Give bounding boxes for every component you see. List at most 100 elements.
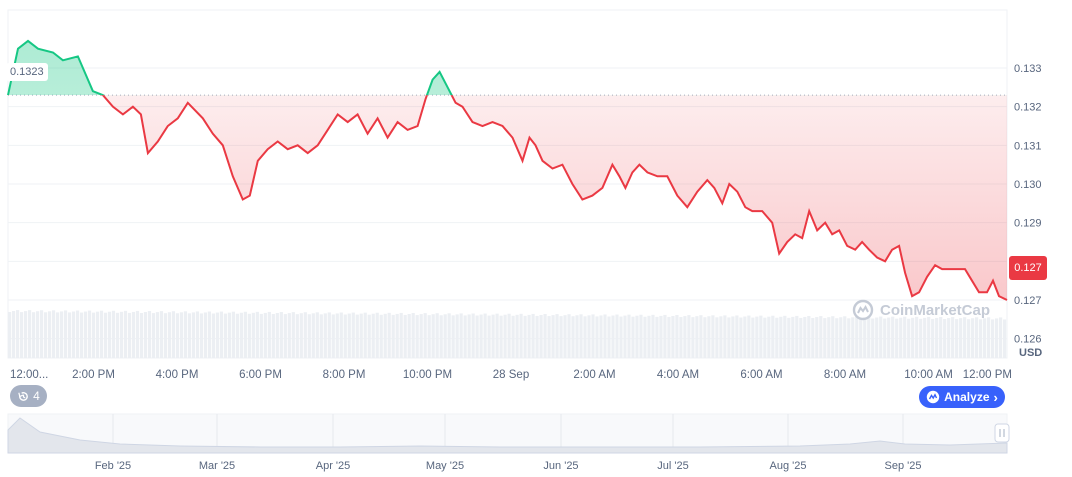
volume-bar bbox=[155, 312, 160, 358]
volume-bar bbox=[419, 314, 423, 358]
volume-bar bbox=[463, 315, 467, 358]
volume-bar bbox=[299, 313, 303, 358]
volume-bar bbox=[199, 313, 204, 358]
volume-bar bbox=[47, 311, 52, 358]
volume-bar bbox=[759, 315, 763, 358]
volume-bar bbox=[763, 317, 767, 358]
volume-bar bbox=[667, 316, 671, 358]
x-tick-label: 10:00 PM bbox=[403, 369, 452, 381]
volume-bar bbox=[307, 314, 311, 358]
navigator-month-label: Apr '25 bbox=[316, 460, 351, 472]
volume-bar bbox=[691, 317, 695, 358]
navigator-area bbox=[7, 417, 1008, 454]
volume-bar bbox=[323, 313, 327, 358]
volume-bar bbox=[835, 318, 839, 358]
volume-bar bbox=[495, 313, 499, 358]
volume-bar bbox=[719, 316, 723, 358]
volume-bar bbox=[107, 311, 112, 358]
analyze-label: Analyze bbox=[944, 390, 990, 404]
volume-bar bbox=[787, 317, 791, 358]
volume-bar bbox=[531, 313, 535, 358]
volume-bar bbox=[955, 319, 959, 358]
volume-bar bbox=[831, 316, 835, 358]
volume-bar bbox=[983, 318, 987, 358]
volume-bar bbox=[999, 317, 1003, 358]
x-tick-label: 2:00 PM bbox=[72, 369, 115, 381]
volume-bar bbox=[23, 311, 28, 358]
volume-bar bbox=[151, 313, 156, 358]
volume-bar bbox=[499, 315, 503, 358]
x-tick-label: 8:00 AM bbox=[824, 369, 866, 381]
navigator-month-label: Aug '25 bbox=[770, 460, 807, 472]
volume-bar bbox=[995, 318, 999, 358]
volume-bar bbox=[315, 312, 319, 358]
range-navigator[interactable]: Feb '25 Mar '25 Apr '25 May '25 Jun '25 Jul '… bbox=[7, 413, 1010, 472]
volume-bar bbox=[239, 312, 243, 358]
volume-bar bbox=[55, 312, 60, 358]
x-tick-label: 8:00 PM bbox=[323, 369, 366, 381]
volume-bar bbox=[707, 316, 711, 358]
volume-bar bbox=[711, 315, 715, 358]
volume-bar bbox=[979, 319, 983, 358]
volume-bar bbox=[31, 312, 36, 358]
volume-bar bbox=[611, 315, 615, 358]
volume-bar bbox=[603, 314, 607, 358]
volume-bar bbox=[275, 313, 279, 358]
area-fill-above-reference bbox=[8, 40, 452, 96]
x-tick-label: 4:00 PM bbox=[156, 369, 199, 381]
volume-bar bbox=[431, 314, 435, 358]
volume-bar bbox=[439, 315, 443, 358]
volume-bar bbox=[887, 317, 891, 358]
volume-bar bbox=[271, 313, 275, 358]
history-button[interactable]: 4 bbox=[10, 385, 47, 407]
analyze-button[interactable]: Analyze › bbox=[919, 386, 1005, 408]
volume-bar bbox=[195, 311, 200, 358]
volume-bar bbox=[599, 315, 603, 358]
volume-bar bbox=[879, 316, 883, 358]
volume-bar bbox=[367, 314, 371, 358]
volume-bar bbox=[247, 313, 251, 358]
volume-bar bbox=[311, 313, 315, 358]
volume-bar bbox=[363, 312, 367, 358]
volume-bar bbox=[555, 314, 559, 358]
volume-bar bbox=[35, 311, 40, 358]
volume-bar bbox=[575, 315, 579, 358]
volume-bar bbox=[559, 316, 563, 358]
volume-bar bbox=[647, 315, 651, 358]
reference-price-label: 0.1323 bbox=[6, 63, 48, 81]
volume-bar bbox=[99, 310, 104, 358]
navigator-handle[interactable] bbox=[994, 423, 1010, 443]
y-tick-label: 0.131 bbox=[1014, 140, 1042, 152]
volume-bar bbox=[415, 315, 419, 358]
volume-bar bbox=[251, 312, 255, 358]
volume-bar bbox=[727, 317, 731, 358]
volume-bar bbox=[903, 316, 907, 358]
volume-bar bbox=[479, 314, 483, 358]
volume-bar bbox=[635, 315, 639, 358]
volume-bar bbox=[515, 314, 519, 358]
volume-bar bbox=[811, 318, 815, 358]
volume-bar bbox=[147, 311, 152, 358]
volume-bar bbox=[911, 317, 915, 358]
volume-bar bbox=[291, 312, 295, 358]
volume-bar bbox=[435, 313, 439, 358]
volume-bar bbox=[423, 313, 427, 358]
volume-bar bbox=[659, 315, 663, 358]
volume-bar bbox=[255, 311, 259, 358]
volume-bar bbox=[767, 316, 771, 358]
volume-bar bbox=[471, 313, 475, 358]
volume-bar bbox=[347, 313, 351, 358]
volume-bar bbox=[171, 311, 176, 358]
volume-bar bbox=[183, 311, 188, 358]
volume-bar bbox=[639, 314, 643, 358]
volume-bar bbox=[507, 313, 511, 358]
volume-bar bbox=[623, 315, 627, 358]
x-tick-label: 12:00... bbox=[10, 369, 48, 381]
volume-bar bbox=[319, 314, 323, 358]
volume-bar bbox=[491, 314, 495, 358]
volume-bar bbox=[947, 318, 951, 358]
volume-bar bbox=[391, 314, 395, 358]
navigator-month-label: Mar '25 bbox=[199, 460, 235, 472]
volume-bar bbox=[815, 317, 819, 358]
